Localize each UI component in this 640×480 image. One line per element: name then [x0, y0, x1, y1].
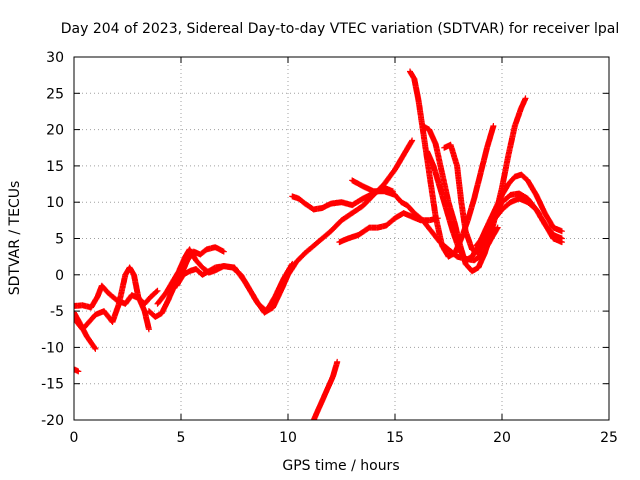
y-tick-label: 20: [46, 123, 64, 139]
y-tick-label: 5: [55, 232, 64, 248]
y-tick-label: 0: [55, 268, 64, 284]
x-tick-label: 10: [279, 430, 297, 446]
y-tick-label: 30: [46, 50, 64, 66]
x-axis-label: GPS time / hours: [282, 458, 399, 474]
series-markers: [336, 210, 441, 246]
y-tick-label: 10: [46, 195, 64, 211]
series-markers: [154, 137, 416, 316]
y-tick-label: -20: [41, 413, 64, 429]
x-tick-label: 0: [70, 430, 79, 446]
axis-ticks: [73, 56, 610, 421]
grid-lines: [74, 57, 609, 420]
data-series: [74, 68, 565, 420]
series-markers: [173, 260, 296, 315]
tick-labels: 0 5 10 15 20 25 -20 -15 -10 -5 0 5 10 15 20 25 30: [41, 50, 618, 446]
series-track-o: [310, 358, 341, 420]
x-tick-label: 25: [600, 430, 618, 446]
series-track-c: [74, 264, 152, 333]
y-tick-label: 15: [46, 159, 64, 175]
y-axis-label: SDTVAR / TECUs: [7, 181, 23, 296]
y-tick-label: -15: [41, 377, 64, 393]
series-track-e: [154, 137, 416, 316]
y-tick-label: 25: [46, 86, 64, 102]
series-track-f: [173, 260, 296, 315]
series-track-h: [336, 210, 441, 246]
series-markers: [473, 195, 565, 249]
x-tick-label: 5: [177, 430, 186, 446]
chart-title: Day 204 of 2023, Sidereal Day-to-day VTE…: [61, 21, 619, 37]
y-tick-label: -10: [41, 340, 64, 356]
y-tick-label: -5: [50, 304, 64, 320]
series-markers: [74, 264, 152, 333]
series-track-n: [473, 195, 565, 249]
series-markers: [74, 366, 82, 375]
x-tick-label: 20: [493, 430, 511, 446]
series-markers: [310, 358, 341, 420]
series-track-p: [74, 366, 82, 375]
x-tick-label: 15: [386, 430, 404, 446]
